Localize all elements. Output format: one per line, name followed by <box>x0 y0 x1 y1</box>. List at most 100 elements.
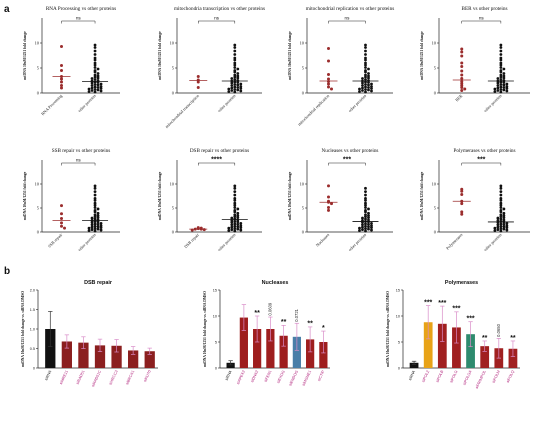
data-point <box>460 73 464 77</box>
scatter-panel-4: SSB repair vs other proteins mtDNA 10nM/1… <box>23 148 120 252</box>
data-point <box>364 215 367 219</box>
scatter-panel-6: Nucleases vs other proteins mtDNA 10nM/12… <box>288 148 393 252</box>
data-point <box>364 217 367 221</box>
p-value-label: 0.0721 <box>294 308 299 321</box>
y-tick-label: 5 <box>172 206 175 211</box>
data-point <box>499 206 503 209</box>
data-point <box>96 216 100 220</box>
data-point <box>236 83 240 87</box>
data-point <box>502 81 506 84</box>
data-point <box>236 72 240 75</box>
y-tick-label: 15 <box>396 288 400 292</box>
data-point <box>496 84 500 87</box>
data-point <box>93 58 97 62</box>
data-point <box>90 228 94 232</box>
category-label: siPRIMPOL <box>475 370 487 390</box>
data-point <box>364 90 367 94</box>
data-point <box>93 78 97 81</box>
y-tick-label: 5 <box>302 66 305 71</box>
data-point <box>87 90 91 93</box>
scatter-title: BER vs other proteins <box>462 6 508 12</box>
data-point <box>60 217 63 221</box>
data-point <box>364 73 367 77</box>
data-point <box>499 61 503 65</box>
data-point <box>196 75 200 78</box>
category-label: siCTIP <box>317 369 326 381</box>
data-point <box>93 70 97 74</box>
data-point <box>499 58 503 62</box>
data-point <box>93 203 97 207</box>
data-point <box>364 70 367 74</box>
y-axis-label: mtDNA 10nM/1251 fold change <box>158 171 162 220</box>
category-label: siRNA <box>44 369 52 381</box>
category-label: siPOLM <box>492 370 501 384</box>
data-point <box>364 201 367 205</box>
data-point <box>93 75 97 79</box>
data-point <box>90 86 94 90</box>
significance-label: *** <box>452 306 460 313</box>
data-point <box>505 87 509 90</box>
data-point <box>499 201 503 205</box>
category-label: Polymerases <box>445 232 464 251</box>
data-point <box>233 217 237 221</box>
data-point <box>327 77 330 81</box>
scatter-title: SSB repair vs other proteins <box>52 148 111 154</box>
data-point <box>364 224 367 228</box>
bar <box>253 329 262 368</box>
data-point <box>60 45 63 48</box>
data-point <box>60 69 63 72</box>
data-point <box>460 89 464 92</box>
data-point <box>233 63 237 67</box>
data-point <box>496 89 500 92</box>
data-point <box>96 227 100 231</box>
data-point <box>230 221 234 224</box>
data-point <box>233 190 237 194</box>
data-point <box>233 201 237 205</box>
data-point <box>93 73 97 77</box>
data-point <box>90 77 94 80</box>
data-point <box>370 82 373 86</box>
data-point <box>330 202 333 206</box>
data-point <box>233 197 237 200</box>
data-point <box>93 184 97 188</box>
data-point <box>460 54 464 58</box>
bar <box>226 362 235 368</box>
data-point <box>233 206 237 209</box>
data-point <box>227 226 231 230</box>
y-tick-label: 5 <box>37 66 40 71</box>
data-point <box>364 227 367 231</box>
data-point <box>230 228 234 232</box>
data-point <box>233 58 237 62</box>
data-point <box>370 228 373 232</box>
data-point <box>90 81 94 85</box>
category-label: DSB repair <box>183 232 200 249</box>
data-point <box>364 88 367 91</box>
data-point <box>93 66 97 69</box>
data-point <box>93 229 97 233</box>
data-point <box>496 228 500 232</box>
data-point <box>499 213 503 217</box>
data-point <box>502 207 506 211</box>
data-point <box>499 220 503 223</box>
data-point <box>99 82 103 86</box>
data-point <box>364 56 367 60</box>
data-point <box>230 81 234 85</box>
data-point <box>233 43 237 47</box>
data-point <box>93 90 97 94</box>
data-point <box>364 83 367 86</box>
scatter-panel-5: DSB repair vs other proteins mtDNA 10nM/1… <box>158 148 262 252</box>
p-value-label: 0.0650 <box>496 323 501 336</box>
data-point <box>364 186 367 190</box>
data-point <box>361 225 364 229</box>
data-point <box>499 217 503 221</box>
data-point <box>370 89 373 93</box>
data-point <box>93 53 97 56</box>
data-point <box>327 184 330 188</box>
data-point <box>505 82 509 86</box>
data-point <box>233 193 237 197</box>
category-label: other proteins <box>217 93 237 113</box>
data-point <box>367 216 370 220</box>
data-point <box>93 63 97 67</box>
data-point <box>236 76 240 80</box>
data-point <box>236 207 240 211</box>
